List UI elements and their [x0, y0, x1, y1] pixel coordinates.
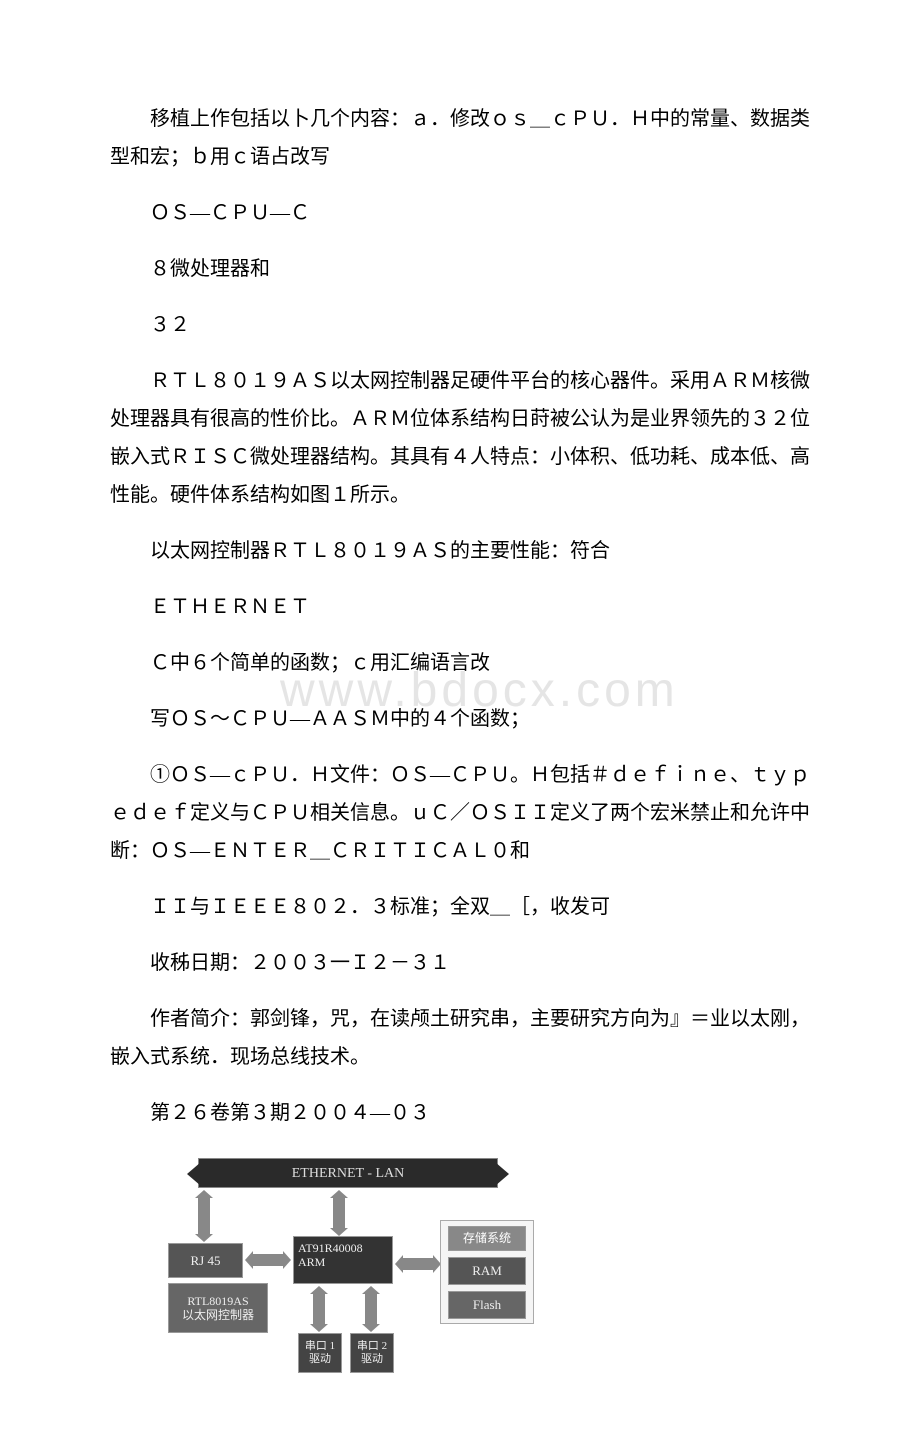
arrow-icon	[365, 1292, 377, 1326]
rtl-label-2: 以太网控制器	[182, 1308, 254, 1322]
flash-label: Flash	[473, 1297, 501, 1313]
uart2-label-2: 驱动	[361, 1353, 383, 1366]
flash-block: Flash	[448, 1291, 526, 1319]
uart1-block: 串口 1 驱动	[298, 1333, 342, 1373]
ram-label: RAM	[472, 1263, 502, 1279]
rj45-block: RJ 45	[168, 1243, 243, 1278]
rj45-label: RJ 45	[191, 1253, 221, 1269]
paragraph: ＩＩ与ＩＥＥＥ８０２．３标准；全双＿［，收发可	[110, 888, 810, 926]
storage-label: 存储系统	[463, 1231, 511, 1245]
paragraph: 写ＯＳ～ＣＰＵ—ＡＡＳＭ中的４个函数；	[110, 700, 810, 738]
ram-block: RAM	[448, 1257, 526, 1285]
uart1-label-1: 串口 1	[305, 1340, 335, 1353]
paragraph: 移植上作包括以卜几个内容：ａ．修改ｏｓ＿ｃＰＵ．Ｈ中的常量、数据类型和宏；ｂ用ｃ…	[110, 100, 810, 176]
arrow-icon	[401, 1258, 435, 1270]
paragraph: ＥＴＨＥＲＮＥＴ	[110, 588, 810, 626]
paragraph: 作者简介：郭剑锋，咒，在读颅土研究串，主要研究方向为』＝业以太刚，嵌入式系统．现…	[110, 1000, 810, 1076]
arm-label-2: ARM	[298, 1255, 325, 1269]
paragraph: ＯＳ—ＣＰＵ—Ｃ	[110, 194, 810, 232]
paragraph: ８微处理器和	[110, 250, 810, 288]
arm-label-1: AT91R40008	[298, 1241, 363, 1255]
paragraph: ３２	[110, 306, 810, 344]
storage-label-block: 存储系统	[448, 1226, 526, 1251]
arrow-icon	[198, 1196, 210, 1236]
arrow-icon	[313, 1292, 325, 1326]
paragraph: 以太网控制器ＲＴＬ８０１９ＡＳ的主要性能：符合	[110, 532, 810, 570]
paragraph: 第２６卷第３期２００４—０３	[110, 1094, 810, 1132]
uart2-block: 串口 2 驱动	[350, 1333, 394, 1373]
paragraph: 收秭日期：２００３一Ｉ２－３１	[110, 944, 810, 982]
paragraph: Ｃ中６个简单的函数；ｃ用汇编语言改	[110, 644, 810, 682]
uart1-label-2: 驱动	[309, 1353, 331, 1366]
uart2-label-1: 串口 2	[357, 1340, 387, 1353]
rtl8019as-block: RTL8019AS 以太网控制器	[168, 1283, 268, 1333]
hardware-diagram: ETHERNET - LAN RJ 45 RTL8019AS 以太网控制器 AT…	[150, 1150, 550, 1386]
rtl-label-1: RTL8019AS	[187, 1294, 248, 1308]
arm-block: AT91R40008 ARM	[293, 1236, 393, 1284]
paragraph: ＲＴＬ８０１９ＡＳ以太网控制器足硬件平台的核心器件。采用ＡＲＭ核微处理器具有很高…	[110, 362, 810, 514]
arrow-icon	[251, 1254, 285, 1266]
ethernet-header-label: ETHERNET - LAN	[199, 1159, 497, 1189]
arrow-icon	[333, 1196, 345, 1230]
paragraph: ①ＯＳ—ｃＰＵ．Ｈ文件：ＯＳ—ＣＰＵ。Ｈ包括＃ｄｅｆｉｎｅ、ｔｙｐｅｄｅｆ定义与…	[110, 756, 810, 870]
ethernet-header-block: ETHERNET - LAN	[198, 1158, 498, 1188]
